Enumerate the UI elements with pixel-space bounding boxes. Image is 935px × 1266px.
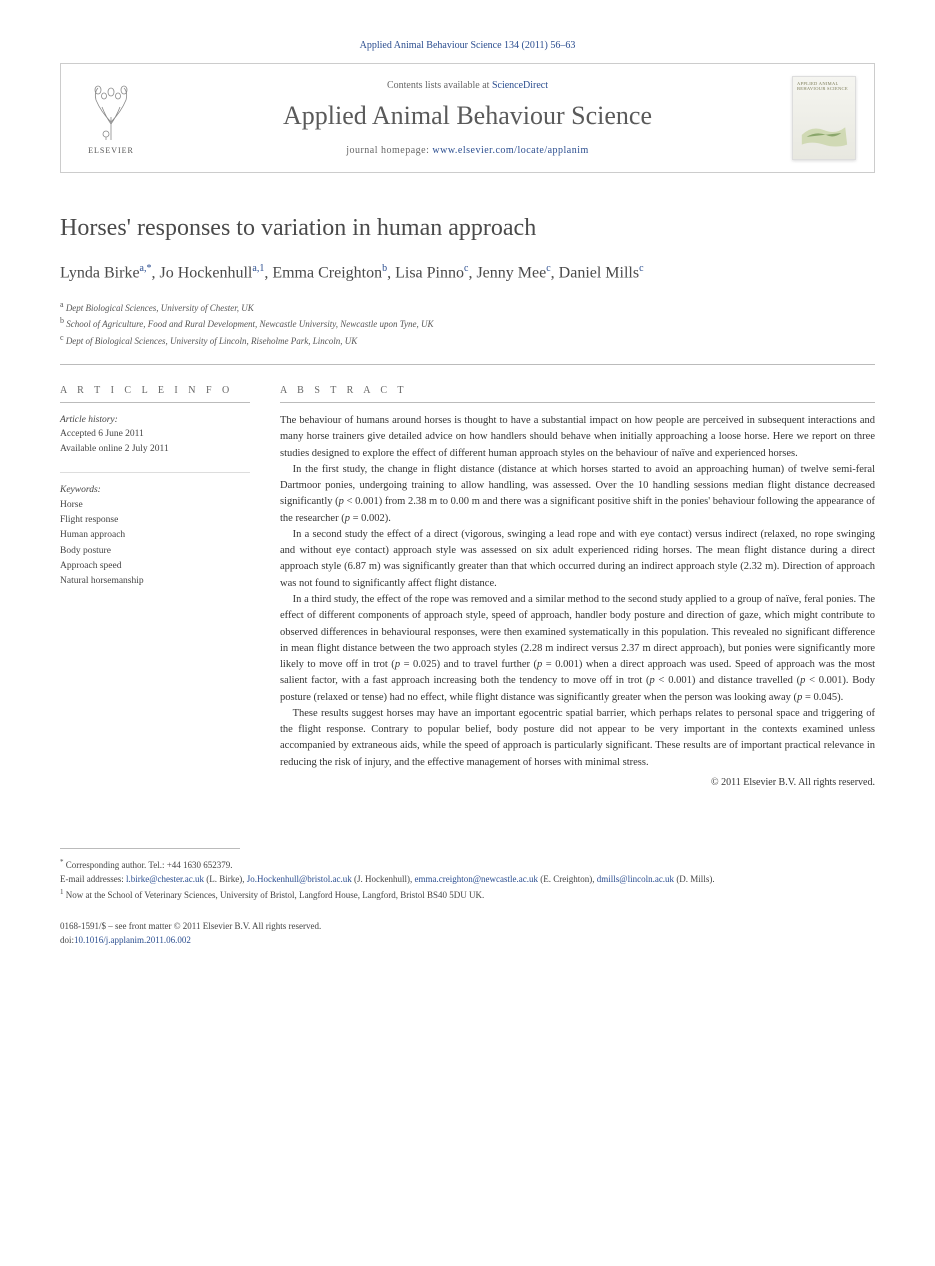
footnotes: * Corresponding author. Tel.: +44 1630 6… <box>60 857 875 902</box>
online-date: Available online 2 July 2011 <box>60 444 169 454</box>
issn-line: 0168-1591/$ – see front matter © 2011 El… <box>60 920 875 934</box>
copyright-line: © 2011 Elsevier B.V. All rights reserved… <box>280 777 875 788</box>
accepted-date: Accepted 6 June 2011 <box>60 429 144 439</box>
history-label: Article history: <box>60 415 118 425</box>
divider <box>60 364 875 365</box>
abstract-p2: In the first study, the change in flight… <box>280 462 875 527</box>
article-title: Horses' responses to variation in human … <box>60 213 875 244</box>
journal-reference: Applied Animal Behaviour Science 134 (20… <box>60 40 875 51</box>
homepage-line: journal homepage: www.elsevier.com/locat… <box>153 145 782 156</box>
footnote-1: 1 Now at the School of Veterinary Scienc… <box>60 887 875 902</box>
bottom-block: 0168-1591/$ – see front matter © 2011 El… <box>60 920 875 947</box>
keywords-list: HorseFlight responseHuman approachBody p… <box>60 498 250 589</box>
elsevier-logo: ELSEVIER <box>79 78 143 158</box>
cover-label: APPLIED ANIMAL BEHAVIOUR SCIENCE <box>797 81 851 92</box>
abstract-column: A B S T R A C T The behaviour of humans … <box>280 385 875 788</box>
doi-link[interactable]: 10.1016/j.applanim.2011.06.002 <box>74 935 191 945</box>
corresponding-author: * Corresponding author. Tel.: +44 1630 6… <box>60 857 875 872</box>
email-link[interactable]: l.birke@chester.ac.uk <box>126 874 204 884</box>
article-info-column: A R T I C L E I N F O Article history: A… <box>60 385 250 788</box>
elsevier-label: ELSEVIER <box>88 146 134 155</box>
footer-divider <box>60 848 240 849</box>
article-info-heading: A R T I C L E I N F O <box>60 385 250 403</box>
article-history: Article history: Accepted 6 June 2011 Av… <box>60 413 250 456</box>
keyword-item: Horse <box>60 498 250 513</box>
elsevier-tree-icon <box>86 82 136 142</box>
email-link[interactable]: Jo.Hockenhull@bristol.ac.uk <box>247 874 352 884</box>
journal-cover-thumbnail: APPLIED ANIMAL BEHAVIOUR SCIENCE <box>792 76 856 160</box>
authors-line: Lynda Birkea,*, Jo Hockenhulla,1, Emma C… <box>60 262 875 285</box>
keyword-item: Natural horsemanship <box>60 574 250 589</box>
journal-name: Applied Animal Behaviour Science <box>153 101 782 131</box>
affiliations: a Dept Biological Sciences, University o… <box>60 299 875 348</box>
two-column-layout: A R T I C L E I N F O Article history: A… <box>60 385 875 788</box>
homepage-link[interactable]: www.elsevier.com/locate/applanim <box>432 145 588 156</box>
keyword-item: Human approach <box>60 528 250 543</box>
homepage-prefix: journal homepage: <box>346 145 432 156</box>
abstract-body: The behaviour of humans around horses is… <box>280 413 875 771</box>
abstract-p5: These results suggest horses may have an… <box>280 706 875 771</box>
email-link[interactable]: emma.creighton@newcastle.ac.uk <box>415 874 539 884</box>
keywords-block: Keywords: HorseFlight responseHuman appr… <box>60 483 250 589</box>
email-link[interactable]: dmills@lincoln.ac.uk <box>597 874 674 884</box>
keywords-label: Keywords: <box>60 483 250 498</box>
sciencedirect-link[interactable]: ScienceDirect <box>492 80 548 91</box>
cover-map-graphic <box>797 115 851 151</box>
corresponding-text: Corresponding author. Tel.: +44 1630 652… <box>66 860 233 870</box>
info-divider <box>60 472 250 473</box>
keyword-item: Body posture <box>60 544 250 559</box>
contents-line: Contents lists available at ScienceDirec… <box>153 80 782 91</box>
email-line: E-mail addresses: l.birke@chester.ac.uk … <box>60 872 875 886</box>
footnote-1-text: Now at the School of Veterinary Sciences… <box>66 890 485 900</box>
abstract-p4: In a third study, the effect of the rope… <box>280 592 875 706</box>
abstract-p3: In a second study the effect of a direct… <box>280 527 875 592</box>
abstract-p1: The behaviour of humans around horses is… <box>280 413 875 462</box>
keyword-item: Flight response <box>60 513 250 528</box>
header-center: Contents lists available at ScienceDirec… <box>143 80 792 156</box>
doi-prefix: doi: <box>60 935 74 945</box>
doi-line: doi:10.1016/j.applanim.2011.06.002 <box>60 934 875 948</box>
keyword-item: Approach speed <box>60 559 250 574</box>
footnote-1-sup: 1 <box>60 888 64 896</box>
abstract-heading: A B S T R A C T <box>280 385 875 403</box>
asterisk-sup: * <box>60 858 64 866</box>
journal-header-box: ELSEVIER Contents lists available at Sci… <box>60 63 875 173</box>
contents-prefix: Contents lists available at <box>387 80 492 91</box>
